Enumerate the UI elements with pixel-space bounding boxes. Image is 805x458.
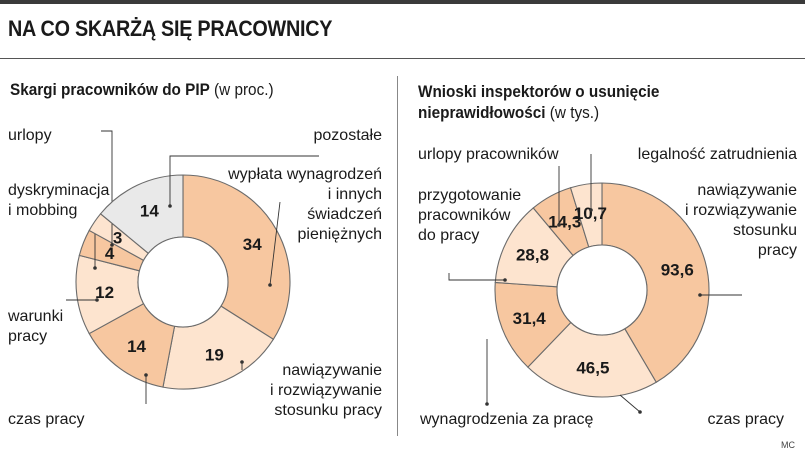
chart2-leader-dot-1 bbox=[698, 293, 702, 297]
chart1-category-label-1: pieniężnych bbox=[298, 226, 383, 243]
headline-rule bbox=[0, 58, 805, 59]
chart2-leader-dot-3 bbox=[485, 402, 489, 406]
chart2-leader-2 bbox=[619, 394, 641, 413]
chart1-value-label-6: 3 bbox=[113, 229, 122, 248]
chart1-category-label-4: pracy bbox=[8, 328, 47, 345]
chart1-value-label-5: 4 bbox=[105, 244, 115, 263]
chart2-category-label-4: pracowników bbox=[418, 207, 511, 224]
chart1-category-label-1: i innych bbox=[328, 186, 382, 203]
chart2-value-label-4: 28,8 bbox=[516, 246, 549, 265]
chart2-category-label-3: wynagrodzenia za pracę bbox=[419, 411, 594, 428]
chart1-leader-dot-2 bbox=[240, 360, 244, 364]
chart2-title-line2: nieprawidłowości bbox=[418, 103, 546, 122]
chart2-leader-dot-5 bbox=[557, 223, 561, 227]
chart1-leader-dot-4 bbox=[95, 298, 99, 302]
chart2-value-label-1: 93,6 bbox=[661, 261, 694, 280]
chart1-category-label-3: czas pracy bbox=[8, 411, 84, 428]
chart1-category-label-5: i mobbing bbox=[8, 202, 77, 219]
chart1-category-label-5: dyskryminacja bbox=[8, 182, 109, 199]
chart1-value-label-2: 19 bbox=[205, 346, 224, 365]
chart2-title-line1: Wnioski inspektorów o usunięcie bbox=[418, 82, 660, 101]
chart1-donut-hole bbox=[137, 236, 229, 328]
chart2-value-label-2: 46,5 bbox=[576, 358, 609, 377]
chart2-category-label-4: do pracy bbox=[418, 227, 479, 244]
chart1-leader-dot-6 bbox=[110, 243, 114, 247]
chart1-category-label-1: świadczeń bbox=[307, 206, 382, 223]
chart2-value-label-3: 31,4 bbox=[513, 309, 547, 328]
headline: NA CO SKARŻĄ SIĘ PRACOWNICY bbox=[8, 16, 333, 41]
chart1-category-label-6: urlopy bbox=[8, 127, 52, 144]
chart2-category-label-6: legalność zatrudnienia bbox=[638, 146, 797, 163]
chart2-value-label-5: 14,3 bbox=[548, 212, 581, 231]
chart2-category-label-5: urlopy pracowników bbox=[418, 146, 559, 163]
chart2-category-label-1: i rozwiązywanie bbox=[685, 202, 797, 219]
chart2-value-label-6: 10,7 bbox=[574, 204, 607, 223]
chart1-leader-dot-7 bbox=[168, 204, 172, 208]
chart1-category-label-2: stosunku pracy bbox=[274, 402, 382, 419]
chart2-category-label-1: stosunku bbox=[733, 222, 797, 239]
chart2-category-label-1: nawiązywanie bbox=[697, 182, 797, 199]
chart1-title-block: Skargi pracowników do PIP (w proc.) bbox=[10, 79, 274, 100]
chart2-category-label-4: przygotowanie bbox=[418, 187, 521, 204]
chart1-subtitle: (w proc.) bbox=[214, 80, 274, 99]
chart2-subtitle: (w tys.) bbox=[549, 103, 600, 122]
chart2-donut-hole bbox=[556, 244, 648, 336]
top-bar bbox=[0, 0, 805, 4]
chart1-category-label-1: wypłata wynagrodzeń bbox=[227, 166, 382, 183]
chart2-category-label-2: czas pracy bbox=[708, 411, 784, 428]
chart1-category-label-2: nawiązywanie bbox=[282, 362, 382, 379]
chart1-title: Skargi pracowników do PIP bbox=[10, 80, 210, 99]
chart1-leader-7 bbox=[169, 155, 319, 206]
chart2-leader-dot-4 bbox=[503, 278, 507, 282]
chart1-value-label-7: 14 bbox=[140, 202, 159, 221]
chart1-value-label-3: 14 bbox=[127, 337, 146, 356]
chart2-leader-4 bbox=[448, 273, 505, 281]
chart1-leader-dot-5 bbox=[93, 266, 97, 270]
column-divider bbox=[397, 76, 398, 436]
chart1-value-label-1: 34 bbox=[243, 235, 262, 254]
chart1-value-label-4: 12 bbox=[95, 283, 114, 302]
chart1-leader-dot-1 bbox=[268, 283, 272, 287]
chart1-leader-dot-3 bbox=[144, 373, 148, 377]
chart1-category-label-2: i rozwiązywanie bbox=[270, 382, 382, 399]
chart2-leader-dot-6 bbox=[589, 208, 593, 212]
chart1-category-label-4: warunki bbox=[7, 308, 63, 325]
credit: MC bbox=[781, 440, 795, 450]
chart1-leader-1 bbox=[269, 201, 281, 286]
chart2-leader-dot-2 bbox=[638, 410, 642, 414]
chart2-title-block: Wnioski inspektorów o usunięcie nieprawi… bbox=[418, 81, 659, 123]
chart2-category-label-1: pracy bbox=[758, 242, 797, 259]
chart1-category-label-7: pozostałe bbox=[314, 127, 383, 144]
